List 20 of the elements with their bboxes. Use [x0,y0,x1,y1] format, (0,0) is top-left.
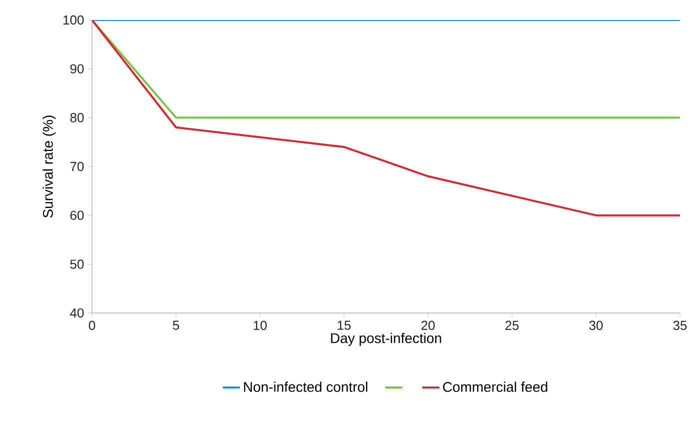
y-tick-label: 80 [70,113,84,122]
y-axis-title: Survival rate (%) [42,116,56,218]
x-tick-label: 5 [172,320,180,330]
x-tick-label: 10 [254,320,267,330]
x-tick-label: 25 [505,320,519,330]
x-axis-title: Day post-infection [331,332,442,346]
y-tick-label: 90 [70,64,84,74]
legend-label: Non-infected control [244,382,368,392]
x-tick-label: 0 [88,320,96,330]
line-series [92,20,680,216]
x-tick-label: 35 [673,320,687,330]
y-tick-label: 60 [70,210,84,220]
x-tick-label: 15 [338,320,351,330]
y-tick-label: 100 [64,15,84,25]
y-tick-label: 70 [70,162,84,172]
legend-label: Commercial feed [443,382,548,392]
y-tick-label: 40 [70,308,84,318]
x-tick-label: 20 [421,320,435,330]
y-tick-label: 50 [70,260,84,269]
x-tick-label: 30 [589,320,603,330]
